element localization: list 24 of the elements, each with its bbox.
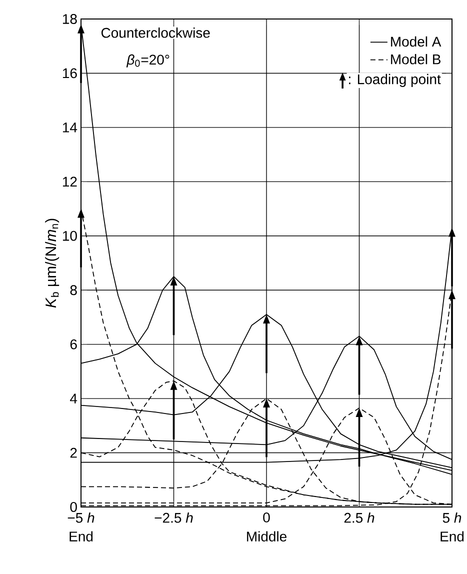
annotation: : Loading point xyxy=(349,74,441,87)
y-tick-label: 4 xyxy=(70,394,78,404)
text: Middle xyxy=(247,531,286,542)
annotation: Counterclockwise xyxy=(101,28,210,38)
legend-label: Model A xyxy=(391,36,442,47)
y-tick-label: 0 xyxy=(70,502,77,512)
text: End xyxy=(440,531,464,542)
x-tick-label: −2.5 h xyxy=(154,512,193,523)
y-tick-label: 18 xyxy=(62,14,77,24)
y-tick-label: 2 xyxy=(70,448,77,458)
y-tick-label: 10 xyxy=(62,230,77,241)
y-axis-title: K$_{b}$ µm/(N/m$_{n}$) xyxy=(45,218,60,308)
y-tick-label: 16 xyxy=(62,68,77,78)
x-tick-label: 0 xyxy=(263,512,270,522)
x-tick-label: 2.5 h xyxy=(344,512,374,523)
y-tick-label: 8 xyxy=(70,285,77,296)
x-tick-label: −5 h xyxy=(68,512,94,523)
annotation: β$_{0}$=20° xyxy=(126,54,170,68)
y-tick-label: 6 xyxy=(70,339,77,350)
legend-label: Model B xyxy=(391,54,440,64)
y-tick-label: 12 xyxy=(62,176,77,187)
y-tick-label: 14 xyxy=(62,122,78,132)
text: End xyxy=(70,531,93,542)
x-tick-label: 5 h xyxy=(442,512,462,523)
